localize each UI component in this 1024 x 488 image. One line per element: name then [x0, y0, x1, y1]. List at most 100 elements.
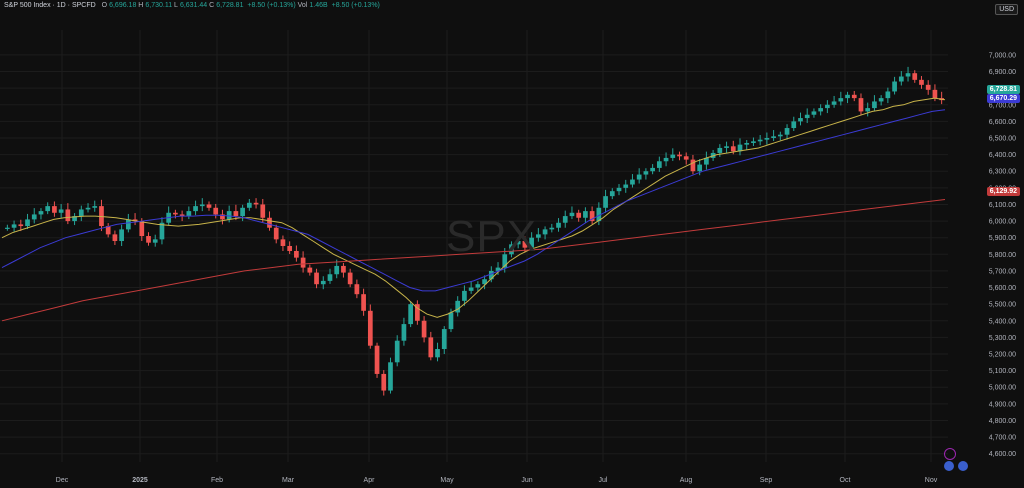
y-tick-label: 4,700.00: [989, 435, 1016, 442]
candle-body: [78, 209, 84, 217]
moving-averages: [1, 97, 946, 322]
candle-body: [462, 290, 467, 301]
candle-body: [630, 179, 635, 185]
y-tick-label: 6,400.00: [989, 152, 1016, 159]
candle-body: [220, 214, 225, 220]
candle-body: [811, 111, 817, 115]
candle-body: [85, 207, 91, 210]
candle-body: [724, 146, 729, 148]
time-axis[interactable]: Dec 2025 Feb Mar Apr May Jun Jul Aug Sep Oct Nov: [56, 477, 938, 484]
candle-body: [354, 284, 360, 295]
candle-body: [105, 226, 111, 235]
y-tick-label: 4,600.00: [989, 451, 1016, 458]
y-tick-label: 5,100.00: [989, 368, 1016, 375]
change-value: +8.50 (+0.13%): [247, 2, 296, 9]
candle-body: [5, 227, 10, 229]
candle-body: [361, 294, 366, 311]
y-tick-label: 4,800.00: [989, 418, 1016, 425]
candle-body: [549, 227, 555, 230]
candle-body: [421, 320, 427, 338]
candle-body: [18, 224, 24, 227]
candle-body: [173, 212, 178, 215]
candle-body: [898, 76, 904, 82]
candle-body: [683, 156, 689, 160]
candle-body: [656, 161, 662, 168]
candle-body: [777, 134, 783, 137]
candle-body: [448, 312, 454, 330]
lightning-icon[interactable]: [944, 448, 956, 460]
candle-body: [751, 141, 756, 143]
y-tick-label: 6,000.00: [989, 219, 1016, 226]
flag-icon-2[interactable]: [958, 461, 968, 471]
candle-body: [556, 222, 561, 228]
candle-body: [327, 274, 333, 281]
x-tick-label: Mar: [282, 477, 295, 484]
candle-body: [522, 241, 528, 248]
candle-body: [307, 267, 313, 273]
candle-body: [576, 212, 582, 218]
candle-body: [240, 207, 245, 217]
y-tick-label: 6,700.00: [989, 102, 1016, 109]
symbol-title[interactable]: S&P 500 Index · 1D · SPCFD: [4, 2, 96, 9]
candle-body: [872, 101, 877, 109]
candle-body: [226, 211, 232, 220]
candle-body: [152, 239, 158, 243]
candle-body: [159, 222, 165, 240]
x-tick-label: 2025: [132, 477, 148, 484]
candle-body: [92, 206, 98, 208]
candle-body: [408, 304, 413, 325]
candle-body: [25, 219, 30, 227]
flag-icon[interactable]: [944, 461, 954, 471]
candle-body: [468, 287, 474, 291]
volume-value: 1.46B: [309, 2, 328, 9]
candle-body: [663, 157, 669, 162]
candle-body: [697, 164, 703, 172]
candle-body: [495, 267, 501, 271]
x-tick-label: Nov: [925, 477, 938, 484]
candle-body: [589, 211, 595, 222]
candle-body: [300, 257, 306, 268]
candle-body: [529, 237, 534, 248]
candle-body: [347, 272, 353, 285]
y-tick-label: 5,200.00: [989, 352, 1016, 359]
ma-long-badge: 6,129.92: [986, 187, 1020, 196]
candle-body: [845, 94, 850, 99]
candle-body: [394, 340, 400, 363]
candle-body: [764, 138, 770, 140]
symbol-watermark: SPX: [446, 212, 538, 261]
candle-body: [502, 254, 508, 268]
y-tick-label: 5,300.00: [989, 335, 1016, 342]
price-badge: 6,728.81: [986, 85, 1020, 94]
price-axis[interactable]: 4,600.00 4,700.00 4,800.00 4,900.00 5,000.00…: [989, 52, 1016, 458]
candle-body: [515, 241, 521, 245]
candlestick-series: [5, 66, 944, 396]
candle-body: [925, 84, 931, 90]
candle-body: [771, 136, 776, 138]
candle-body: [428, 337, 434, 358]
candle-body: [314, 272, 319, 285]
currency-button[interactable]: USD: [995, 4, 1018, 15]
candle-body: [650, 167, 655, 172]
candle-body: [643, 171, 649, 175]
candle-body: [199, 204, 205, 207]
candle-body: [132, 219, 138, 222]
candle-body: [38, 211, 44, 215]
y-tick-label: 5,500.00: [989, 302, 1016, 309]
candle-body: [233, 211, 239, 217]
candle-body: [670, 154, 676, 158]
y-tick-label: 5,400.00: [989, 318, 1016, 325]
candle-body: [717, 147, 723, 153]
candle-body: [45, 206, 51, 212]
candle-body: [865, 108, 871, 112]
high-value: 6,730.11: [145, 2, 173, 9]
candle-body: [596, 207, 602, 222]
ohlc-legend: S&P 500 Index · 1D · SPCFD O 6,696.18 H 6,…: [4, 2, 380, 9]
candle-body: [488, 270, 494, 280]
x-tick-label: Jun: [521, 477, 532, 484]
candle-body: [435, 349, 440, 358]
candle-body: [932, 89, 938, 99]
change-value-2: +8.50 (+0.13%): [331, 2, 380, 9]
y-tick-label: 4,900.00: [989, 401, 1016, 408]
y-tick-label: 5,900.00: [989, 235, 1016, 242]
